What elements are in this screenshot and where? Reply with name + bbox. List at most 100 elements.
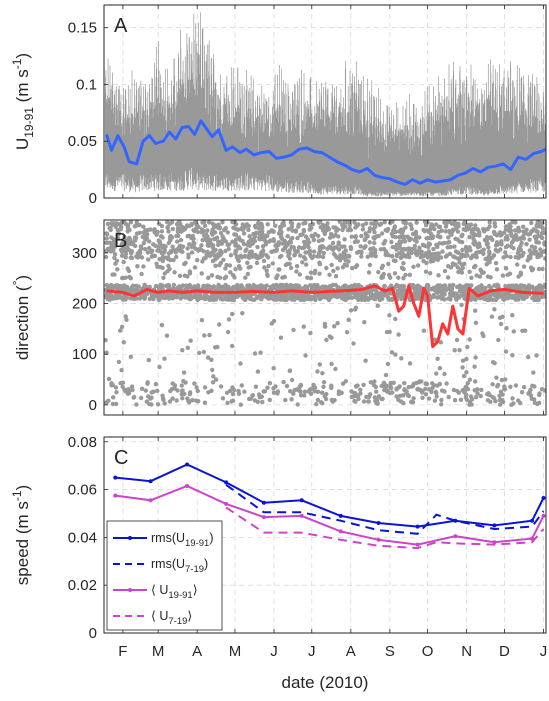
- direction-point: [472, 388, 477, 393]
- y-tick-label: 0.1: [76, 76, 97, 93]
- direction-point: [323, 396, 329, 402]
- direction-point: [421, 328, 427, 333]
- direction-point: [515, 295, 520, 300]
- direction-point: [253, 254, 258, 259]
- direction-point: [473, 395, 479, 400]
- direction-point: [379, 275, 384, 280]
- direction-point: [316, 238, 322, 244]
- direction-point: [285, 249, 290, 254]
- direction-point: [401, 284, 407, 289]
- direction-point: [514, 283, 519, 288]
- direction-point: [380, 296, 385, 301]
- legend-swatch-dot: [128, 588, 132, 592]
- direction-point: [126, 223, 131, 228]
- direction-point: [403, 272, 408, 278]
- direction-point: [168, 249, 174, 254]
- direction-point: [244, 247, 249, 252]
- direction-point: [155, 264, 160, 269]
- direction-point: [397, 239, 402, 244]
- direction-point: [454, 337, 460, 343]
- direction-point: [238, 246, 243, 251]
- direction-point: [493, 261, 499, 266]
- legend-label-pre: ⟨ U: [151, 583, 168, 597]
- direction-point: [105, 232, 110, 237]
- direction-point: [403, 254, 409, 259]
- direction-point: [493, 247, 498, 253]
- direction-point: [262, 389, 268, 394]
- direction-point: [468, 394, 474, 399]
- direction-point: [487, 392, 492, 398]
- direction-point: [171, 257, 176, 263]
- direction-point: [460, 232, 465, 237]
- direction-point: [423, 381, 428, 387]
- legend-box: [106, 520, 223, 631]
- direction-point: [187, 242, 192, 247]
- direction-point: [430, 385, 435, 391]
- direction-point: [104, 350, 109, 355]
- direction-point: [329, 246, 334, 251]
- direction-point: [199, 318, 205, 323]
- direction-point: [255, 284, 260, 289]
- direction-point: [342, 220, 347, 225]
- direction-point: [460, 358, 466, 363]
- direction-point: [195, 229, 201, 235]
- direction-point: [201, 349, 206, 355]
- direction-point: [271, 238, 276, 244]
- direction-point: [320, 238, 325, 243]
- direction-point: [428, 225, 434, 230]
- direction-point: [498, 230, 503, 236]
- direction-point: [247, 243, 253, 248]
- direction-point: [359, 250, 364, 256]
- direction-point: [389, 350, 395, 355]
- direction-point: [521, 385, 527, 390]
- direction-point: [539, 294, 544, 300]
- direction-point: [315, 254, 320, 259]
- direction-point: [417, 245, 422, 250]
- speed-point: [299, 498, 304, 503]
- direction-point: [300, 260, 305, 265]
- direction-point: [306, 293, 312, 299]
- direction-point: [289, 236, 294, 242]
- x-tick-label: A: [346, 643, 356, 660]
- direction-point: [432, 337, 438, 342]
- direction-point: [302, 239, 307, 245]
- direction-point: [174, 254, 179, 260]
- speed-point: [492, 540, 497, 545]
- direction-point: [419, 379, 424, 384]
- direction-point: [424, 220, 430, 225]
- direction-point: [317, 262, 323, 267]
- direction-point: [506, 228, 512, 233]
- y-tick-label: 200: [72, 296, 97, 313]
- direction-point: [406, 384, 411, 390]
- direction-point: [170, 296, 175, 301]
- direction-point: [511, 246, 516, 251]
- direction-point: [516, 248, 521, 253]
- direction-point: [451, 262, 456, 267]
- direction-point: [311, 237, 317, 243]
- direction-point: [473, 223, 478, 228]
- direction-point: [503, 224, 509, 229]
- direction-point: [322, 231, 327, 237]
- direction-point: [460, 247, 465, 253]
- direction-point: [411, 264, 416, 269]
- direction-point: [261, 284, 266, 289]
- direction-point: [507, 225, 513, 230]
- direction-point: [457, 256, 462, 262]
- legend-swatch-dot: [128, 536, 132, 540]
- direction-point: [288, 389, 293, 394]
- direction-point: [383, 228, 388, 233]
- direction-point: [134, 223, 139, 228]
- direction-point: [308, 275, 313, 281]
- direction-point: [249, 252, 254, 257]
- direction-point: [121, 239, 126, 244]
- direction-point: [485, 241, 490, 246]
- direction-point: [490, 360, 496, 365]
- direction-point: [490, 382, 495, 387]
- direction-point: [346, 292, 351, 297]
- direction-point: [340, 223, 346, 228]
- direction-point: [409, 223, 414, 228]
- direction-point: [402, 381, 407, 386]
- panel-frame: [103, 219, 547, 416]
- direction-point: [329, 262, 334, 268]
